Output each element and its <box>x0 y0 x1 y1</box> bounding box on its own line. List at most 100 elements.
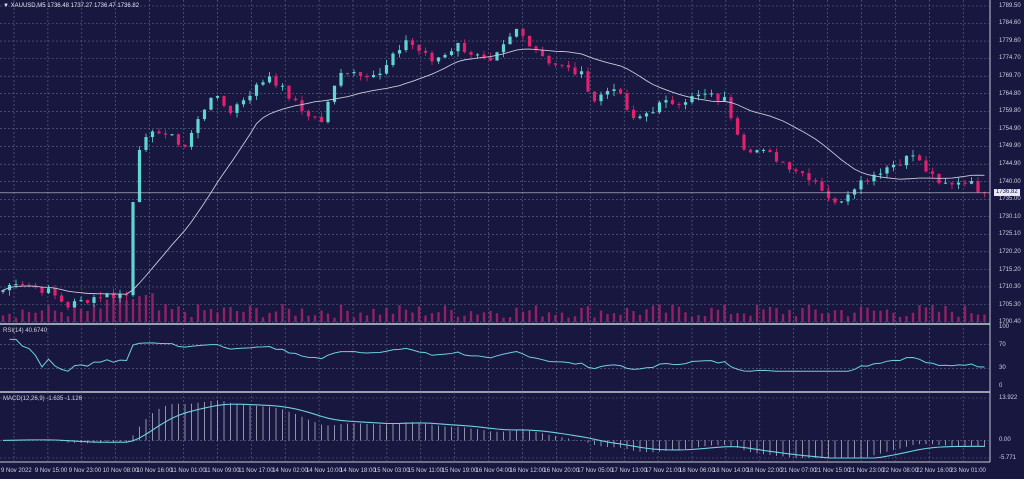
candle-body <box>222 96 226 106</box>
volume-bar <box>807 304 811 322</box>
volume-bar <box>528 310 531 322</box>
candle <box>85 299 90 305</box>
candle <box>371 70 376 78</box>
candle <box>950 181 954 190</box>
candle-body <box>384 65 389 74</box>
volume-bar <box>560 312 564 322</box>
candle-body <box>904 155 909 166</box>
candle <box>228 105 233 116</box>
candle <box>196 116 200 139</box>
volume-bar <box>931 305 934 322</box>
volume-bar <box>34 312 37 322</box>
candle-body <box>66 301 70 308</box>
candle <box>891 160 896 172</box>
candle-body <box>508 36 512 45</box>
volume-bar <box>469 311 473 322</box>
volume-bar <box>450 310 453 322</box>
candle-body <box>371 75 376 78</box>
candle-body <box>781 161 785 163</box>
volume-bar <box>658 304 661 322</box>
time-axis-label: 17 Nov 21:00 <box>645 468 681 474</box>
candle-body <box>40 287 44 293</box>
time-axis-label: 22 Nov 08:00 <box>882 468 919 474</box>
candle <box>657 100 662 115</box>
candle <box>677 102 681 109</box>
candle <box>722 91 727 102</box>
volume-bar <box>437 312 440 322</box>
volume-bar <box>794 316 798 322</box>
candle <box>105 292 109 298</box>
volume-bar <box>86 311 89 322</box>
time-axis-label: 9 Nov 23:00 <box>68 468 102 474</box>
candle <box>800 170 805 177</box>
candle <box>209 97 213 111</box>
candle-body <box>378 73 382 76</box>
candle <box>508 32 512 45</box>
candle-body <box>768 149 772 153</box>
candle-body <box>352 72 356 74</box>
candle <box>235 102 239 118</box>
candle <box>261 79 265 87</box>
candle <box>436 56 441 64</box>
candle-body <box>443 55 447 58</box>
candle-body <box>196 119 200 133</box>
volume-bar <box>281 304 284 322</box>
volume-bar <box>372 308 375 322</box>
candle <box>215 95 220 100</box>
candle <box>612 83 616 97</box>
candle <box>527 35 532 47</box>
volume-bar <box>762 309 765 322</box>
candle <box>118 289 122 303</box>
candle <box>742 132 746 152</box>
candle <box>781 161 785 164</box>
volume-bar <box>183 311 187 322</box>
candle <box>98 291 103 303</box>
candle <box>378 68 382 80</box>
candle <box>384 59 389 75</box>
price-axis-label: 1779.60 <box>999 38 1021 45</box>
candle-body <box>157 131 161 134</box>
candle-body <box>703 93 707 95</box>
price-axis-label: 1705.30 <box>999 301 1021 308</box>
candle-body <box>677 104 681 106</box>
time-axis-label: 11 Nov 17:00 <box>238 468 274 474</box>
candle-body <box>397 50 402 54</box>
candle <box>306 109 311 121</box>
rsi-axis-label: 100 <box>999 324 1010 330</box>
time-axis-label: 21 Nov 15:00 <box>814 468 851 474</box>
volume-bar <box>300 308 304 322</box>
candle <box>943 178 948 185</box>
candle <box>748 148 753 154</box>
candle <box>924 156 928 173</box>
volume-bar <box>125 300 128 322</box>
candle-body <box>605 91 610 95</box>
volume-bar <box>859 306 863 322</box>
volume-bar <box>190 316 193 322</box>
candle-body <box>930 171 935 174</box>
candle-body <box>586 71 590 92</box>
candle-body <box>735 118 740 135</box>
candle-body <box>729 97 733 119</box>
time-axis-label: 23 Nov 01:00 <box>950 468 986 474</box>
volume-bar <box>638 314 642 322</box>
candle-body <box>969 181 974 184</box>
volume-bar <box>495 313 499 322</box>
candle <box>462 39 467 54</box>
candle <box>313 115 317 120</box>
volume-bar <box>339 304 343 322</box>
volume-bar <box>482 312 486 322</box>
candle <box>911 149 915 162</box>
candle <box>72 298 77 308</box>
candle <box>586 67 590 92</box>
candle-body <box>137 149 142 203</box>
triangle-down-icon[interactable]: ▼ <box>3 3 9 9</box>
candle-body <box>111 293 116 298</box>
time-axis-label: 10 Nov 08:00 <box>102 468 139 474</box>
volume-bar <box>502 317 505 322</box>
candle <box>729 94 733 121</box>
candle-body <box>410 40 415 46</box>
candle <box>254 82 259 101</box>
candle <box>267 72 272 84</box>
